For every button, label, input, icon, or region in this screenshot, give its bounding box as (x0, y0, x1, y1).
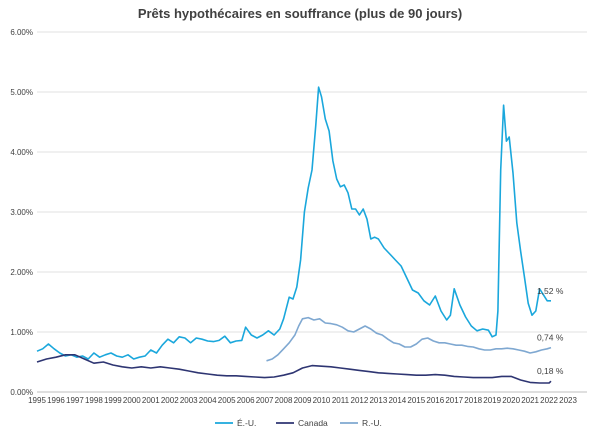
x-tick-label: 2023 (559, 396, 577, 405)
legend-item-canada: Canada (276, 418, 328, 428)
x-tick-label: 2011 (332, 396, 350, 405)
end-label-eu: 1,52 % (537, 286, 564, 296)
x-tick-label: 2005 (218, 396, 236, 405)
end-label-canada: 0,18 % (537, 366, 564, 376)
x-tick-label: 2017 (445, 396, 463, 405)
legend-label: R.-U. (362, 418, 382, 428)
legend-item-ru: R.-U. (340, 418, 382, 428)
x-tick-label: 2004 (199, 396, 217, 405)
x-tick-label: 2014 (388, 396, 406, 405)
x-tick-label: 2021 (521, 396, 539, 405)
end-labels: 1,52 % 0,18 % 0,74 % (537, 286, 564, 376)
x-tick-label: 2002 (161, 396, 179, 405)
x-tick-label: 2007 (256, 396, 274, 405)
y-tick-label: 3.00% (10, 208, 33, 217)
y-tick-label: 2.00% (10, 268, 33, 277)
x-axis-labels: 1995 1996 1997 1998 1999 2000 2001 2002 2003 2004… (28, 396, 577, 405)
end-label-ru: 0,74 % (537, 333, 564, 343)
chart-title: Prêts hypothécaires en souffrance (plus … (138, 6, 462, 21)
y-axis-labels: 0.00% 1.00% 2.00% 3.00% 4.00% 5.00% 6.00% (10, 28, 33, 397)
y-tick-label: 5.00% (10, 88, 33, 97)
x-tick-label: 2022 (540, 396, 558, 405)
x-tick-label: 2018 (464, 396, 482, 405)
x-tick-label: 2019 (483, 396, 501, 405)
x-tick-label: 2000 (123, 396, 141, 405)
x-tick-label: 1999 (104, 396, 122, 405)
series-line-canada (36, 354, 552, 384)
x-tick-label: 2003 (180, 396, 198, 405)
legend-label: Canada (298, 418, 328, 428)
y-tick-label: 1.00% (10, 328, 33, 337)
x-tick-label: 2006 (237, 396, 255, 405)
grid (37, 31, 587, 333)
x-tick-label: 2016 (426, 396, 444, 405)
legend: É.-U. Canada R.-U. (215, 418, 382, 428)
x-tick-label: 2008 (275, 396, 293, 405)
y-tick-label: 6.00% (10, 28, 33, 37)
x-tick-label: 1995 (28, 396, 46, 405)
x-tick-label: 2020 (502, 396, 520, 405)
series-line-eu (36, 86, 551, 360)
x-tick-label: 2013 (369, 396, 387, 405)
x-tick-label: 2001 (142, 396, 160, 405)
x-tick-label: 1996 (47, 396, 65, 405)
x-tick-label: 2012 (351, 396, 369, 405)
y-tick-label: 4.00% (10, 148, 33, 157)
x-tick-label: 2010 (313, 396, 331, 405)
x-tick-label: 2015 (407, 396, 425, 405)
series-lines (36, 86, 552, 384)
series-line-ru (266, 316, 552, 362)
y-tick-label: 0.00% (10, 388, 33, 397)
x-tick-label: 2009 (294, 396, 312, 405)
legend-item-eu: É.-U. (215, 418, 256, 428)
legend-label: É.-U. (237, 418, 256, 428)
x-tick-label: 1998 (85, 396, 103, 405)
x-tick-label: 1997 (66, 396, 84, 405)
